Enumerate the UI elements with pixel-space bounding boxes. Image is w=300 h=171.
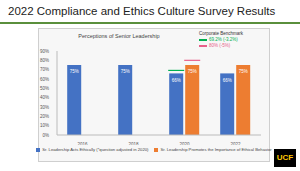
svg-text:2018: 2018 [128, 142, 139, 145]
svg-text:75%: 75% [239, 69, 248, 74]
html-text:69.2% (-3.2%): 69.2% (-3.2%) [209, 37, 238, 42]
svg-text:66%: 66% [223, 78, 232, 83]
svg-text:2016: 2016 [77, 142, 88, 145]
svg-text:66%: 66% [172, 78, 181, 83]
svg-text:10%: 10% [40, 123, 49, 128]
html-text:Sr. Leadership Promotes the Im: Sr. Leadership Promotes the Importance o… [160, 147, 272, 152]
svg-text:75%: 75% [188, 69, 197, 74]
svg-text:80%: 80% [40, 58, 49, 63]
html-text:2022 Compliance and Ethics Cul: 2022 Compliance and Ethics Culture Surve… [8, 5, 276, 17]
html-text:Sr. Leadership Acts Ethically: Sr. Leadership Acts Ethically (*question… [42, 147, 149, 152]
svg-text:2020: 2020 [179, 142, 190, 145]
svg-text:75%: 75% [121, 69, 130, 74]
svg-text:90%: 90% [40, 49, 49, 54]
html-text:UCF: UCF [276, 153, 294, 162]
svg-text:0%: 0% [42, 133, 49, 138]
svg-text:70%: 70% [40, 67, 49, 72]
svg-text:20%: 20% [40, 114, 49, 119]
svg-text:30%: 30% [40, 105, 49, 110]
svg-text:2022: 2022 [230, 142, 241, 145]
svg-text:75%: 75% [70, 69, 79, 74]
html-text:80% (-5%): 80% (-5%) [209, 43, 231, 48]
svg-text:40%: 40% [40, 95, 49, 100]
svg-text:60%: 60% [40, 77, 49, 82]
html-text:Corporate Benchmark: Corporate Benchmark [199, 31, 243, 36]
svg-text:50%: 50% [40, 86, 49, 91]
html-text:Perceptions of Senior Leadersh: Perceptions of Senior Leadership [78, 33, 160, 39]
